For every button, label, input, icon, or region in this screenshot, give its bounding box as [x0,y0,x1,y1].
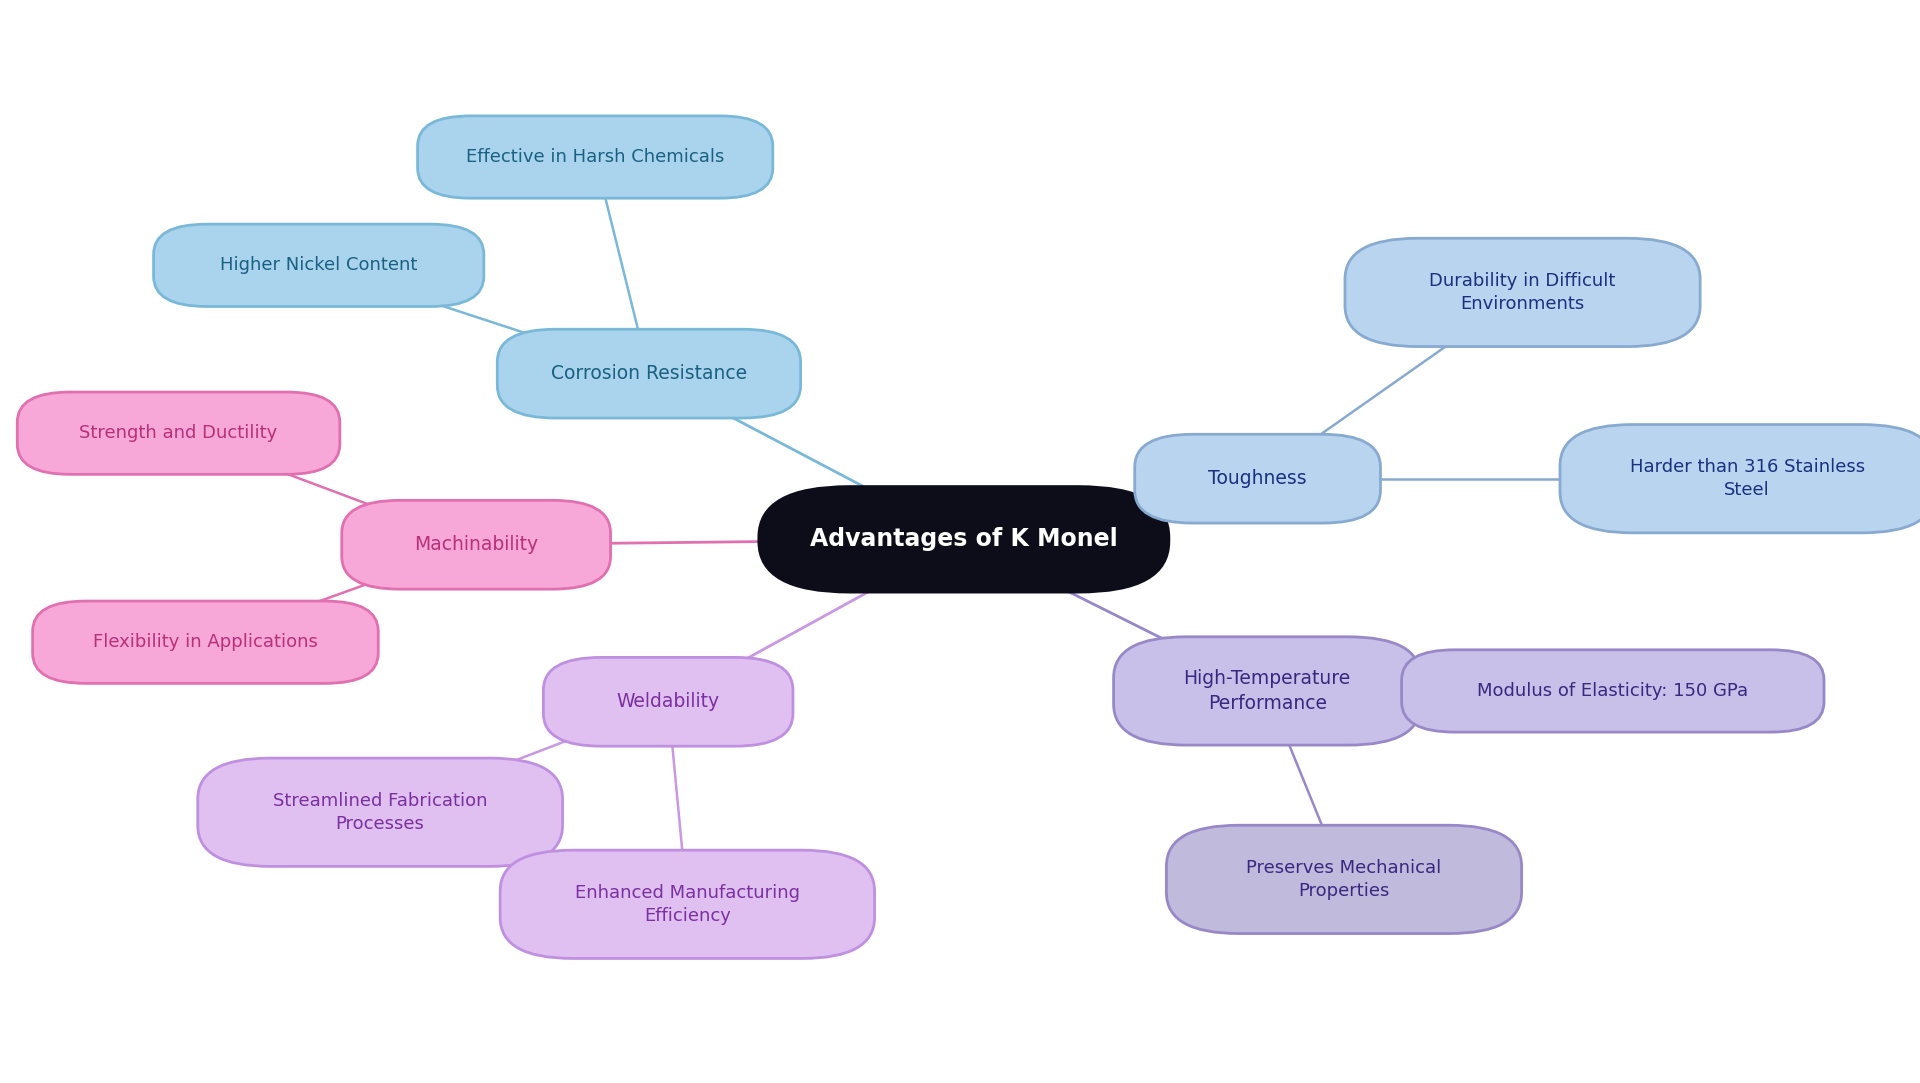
Text: Toughness: Toughness [1208,469,1308,488]
FancyBboxPatch shape [1135,434,1380,523]
Text: Weldability: Weldability [616,692,720,712]
FancyBboxPatch shape [198,758,563,866]
Text: Flexibility in Applications: Flexibility in Applications [92,634,319,651]
Text: Advantages of K Monel: Advantages of K Monel [810,527,1117,551]
FancyBboxPatch shape [1402,650,1824,732]
FancyBboxPatch shape [33,601,378,683]
Text: Machinability: Machinability [415,535,538,554]
Text: Streamlined Fabrication
Processes: Streamlined Fabrication Processes [273,792,488,833]
Text: Effective in Harsh Chemicals: Effective in Harsh Chemicals [467,148,724,166]
FancyBboxPatch shape [1344,238,1701,347]
FancyBboxPatch shape [499,850,874,958]
FancyBboxPatch shape [17,392,340,474]
Text: High-Temperature
Performance: High-Temperature Performance [1183,669,1352,713]
FancyBboxPatch shape [419,116,772,198]
FancyBboxPatch shape [342,500,611,589]
FancyBboxPatch shape [497,329,801,418]
Text: Corrosion Resistance: Corrosion Resistance [551,364,747,383]
Text: Preserves Mechanical
Properties: Preserves Mechanical Properties [1246,859,1442,900]
Text: Higher Nickel Content: Higher Nickel Content [221,257,417,274]
FancyBboxPatch shape [1165,825,1521,934]
FancyBboxPatch shape [1559,425,1920,533]
Text: Enhanced Manufacturing
Efficiency: Enhanced Manufacturing Efficiency [574,884,801,925]
FancyBboxPatch shape [543,657,793,746]
Text: Durability in Difficult
Environments: Durability in Difficult Environments [1428,272,1617,313]
FancyBboxPatch shape [154,224,484,306]
FancyBboxPatch shape [756,485,1171,593]
FancyBboxPatch shape [1114,637,1421,745]
Text: Modulus of Elasticity: 150 GPa: Modulus of Elasticity: 150 GPa [1476,682,1749,700]
Text: Harder than 316 Stainless
Steel: Harder than 316 Stainless Steel [1630,458,1864,499]
Text: Strength and Ductility: Strength and Ductility [79,425,278,442]
